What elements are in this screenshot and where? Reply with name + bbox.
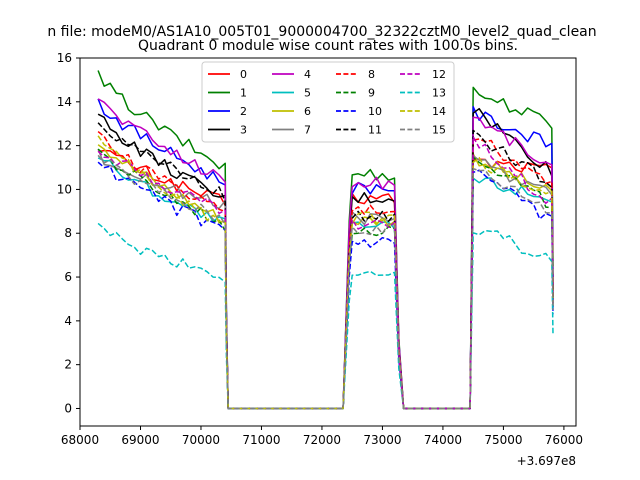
legend-label-5: 5 bbox=[304, 87, 311, 100]
x-tick-label: 73000 bbox=[363, 433, 401, 447]
y-tick-label: 10 bbox=[57, 182, 72, 196]
y-tick-label: 16 bbox=[57, 51, 72, 65]
series-line-4 bbox=[97, 98, 554, 410]
x-axis-offset-text: +3.697e8 bbox=[517, 454, 576, 468]
y-tick-label: 0 bbox=[64, 401, 72, 415]
x-tick-label: 69000 bbox=[121, 433, 159, 447]
series-line-3 bbox=[97, 107, 554, 410]
y-tick-label: 2 bbox=[64, 358, 72, 372]
legend-label-13: 13 bbox=[432, 87, 446, 100]
x-tick-label: 71000 bbox=[242, 433, 280, 447]
legend-label-12: 12 bbox=[432, 68, 446, 81]
x-tick-label: 74000 bbox=[424, 433, 462, 447]
y-tick-label: 4 bbox=[64, 314, 72, 328]
y-tick-label: 14 bbox=[57, 95, 72, 109]
legend-label-4: 4 bbox=[304, 68, 311, 81]
legend-box bbox=[201, 61, 455, 143]
x-tick-label: 72000 bbox=[303, 433, 341, 447]
x-tick-label: 75000 bbox=[484, 433, 522, 447]
chart-title: Quadrant 0 module wise count rates with … bbox=[138, 38, 518, 54]
legend-label-10: 10 bbox=[368, 105, 382, 118]
legend-label-8: 8 bbox=[368, 68, 375, 81]
x-tick-label: 76000 bbox=[545, 433, 583, 447]
y-axis: 0 2 4 6 8 10 12 14 16 bbox=[57, 51, 80, 415]
figure-suptitle: n file: modeM0/AS1A10_005T01_9000004700_… bbox=[47, 24, 596, 40]
x-axis: 68000 69000 70000 71000 72000 73000 74000 75000… bbox=[61, 426, 583, 447]
x-tick-label: 68000 bbox=[61, 433, 99, 447]
legend-label-2: 2 bbox=[240, 105, 247, 118]
series-line-10 bbox=[97, 161, 554, 410]
legend-label-11: 11 bbox=[368, 124, 382, 137]
legend-label-15: 15 bbox=[432, 124, 446, 137]
series-line-13 bbox=[97, 222, 554, 410]
legend-label-3: 3 bbox=[240, 124, 247, 137]
legend-label-0: 0 bbox=[240, 68, 247, 81]
series-layer bbox=[97, 70, 554, 410]
y-tick-label: 12 bbox=[57, 139, 72, 153]
series-line-11 bbox=[97, 122, 554, 410]
legend-label-14: 14 bbox=[432, 105, 446, 118]
legend-label-9: 9 bbox=[368, 87, 375, 100]
series-line-15 bbox=[97, 154, 554, 410]
legend-label-1: 1 bbox=[240, 87, 247, 100]
axes-frame bbox=[79, 57, 577, 427]
legend-label-7: 7 bbox=[304, 124, 311, 137]
series-line-9 bbox=[97, 148, 554, 410]
y-tick-label: 8 bbox=[64, 226, 72, 240]
legend-label-6: 6 bbox=[304, 105, 311, 118]
y-tick-label: 6 bbox=[64, 270, 72, 284]
x-tick-label: 70000 bbox=[182, 433, 220, 447]
